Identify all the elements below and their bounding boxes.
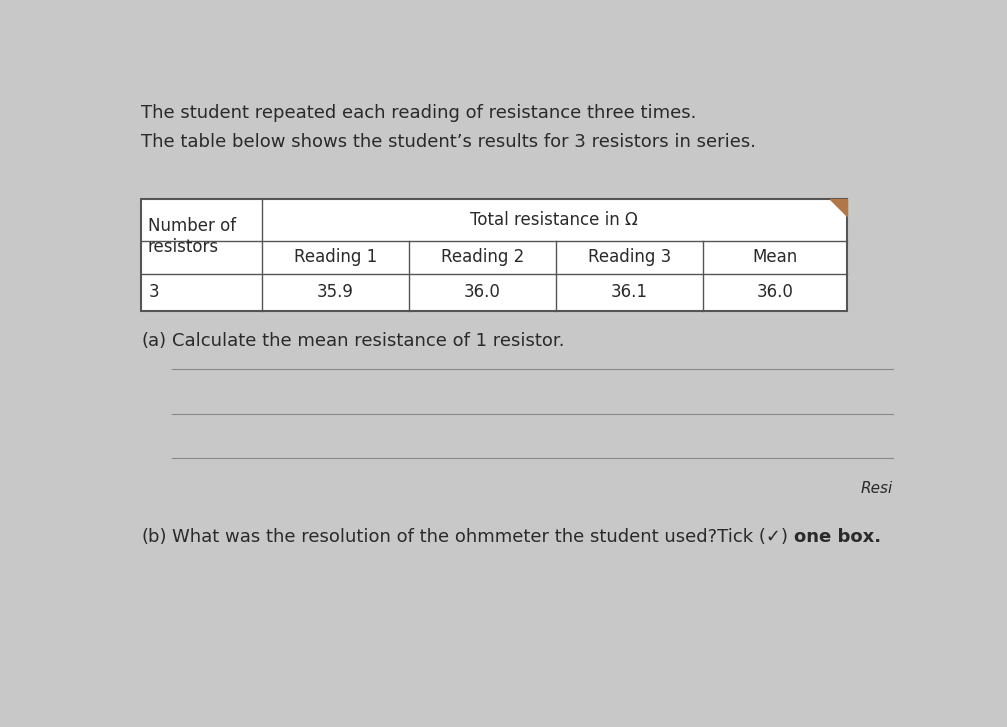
Text: Reading 3: Reading 3	[588, 249, 672, 266]
Text: Reading 2: Reading 2	[441, 249, 524, 266]
Text: 36.1: 36.1	[611, 283, 649, 301]
Text: Resi: Resi	[861, 481, 893, 497]
Text: 36.0: 36.0	[756, 283, 794, 301]
Text: The student repeated each reading of resistance three times.: The student repeated each reading of res…	[141, 104, 697, 122]
Text: 3: 3	[149, 283, 160, 301]
Text: Reading 1: Reading 1	[293, 249, 377, 266]
Text: 35.9: 35.9	[316, 283, 353, 301]
Text: Total resistance in Ω: Total resistance in Ω	[470, 211, 638, 229]
Text: Calculate the mean resistance of 1 resistor.: Calculate the mean resistance of 1 resis…	[172, 332, 565, 350]
Text: one box.: one box.	[795, 528, 881, 546]
Text: (a): (a)	[141, 332, 166, 350]
Text: Mean: Mean	[752, 249, 798, 266]
Text: Number of
resistors: Number of resistors	[148, 217, 236, 256]
Text: What was the resolution of the ohmmeter the student used?Tick (✓): What was the resolution of the ohmmeter …	[172, 528, 795, 546]
Polygon shape	[830, 199, 847, 216]
Text: 36.0: 36.0	[464, 283, 500, 301]
Text: (b): (b)	[141, 528, 167, 546]
Text: The table below shows the student’s results for 3 resistors in series.: The table below shows the student’s resu…	[141, 134, 756, 151]
Bar	[141, 199, 847, 310]
